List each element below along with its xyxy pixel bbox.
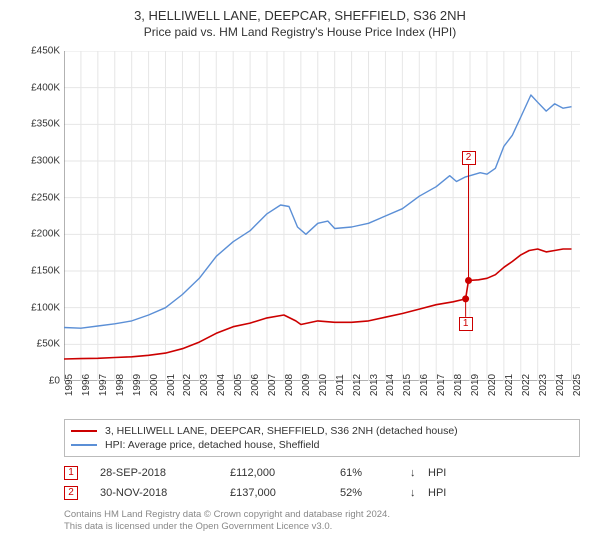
y-tick-label: £200K <box>16 229 60 240</box>
x-tick-label: 2013 <box>369 374 380 396</box>
x-tick-label: 2020 <box>487 374 498 396</box>
sale-change-pct: 52% <box>340 487 410 499</box>
legend-item: 3, HELLIWELL LANE, DEEPCAR, SHEFFIELD, S… <box>71 424 573 438</box>
chart-subtitle: Price paid vs. HM Land Registry's House … <box>16 25 584 39</box>
sale-price: £137,000 <box>230 487 340 499</box>
footer-line-2: This data is licensed under the Open Gov… <box>64 521 584 533</box>
chart-titles: 3, HELLIWELL LANE, DEEPCAR, SHEFFIELD, S… <box>16 8 584 39</box>
x-tick-label: 2005 <box>233 374 244 396</box>
x-tick-label: 2011 <box>335 374 346 396</box>
y-tick-label: £250K <box>16 192 60 203</box>
sale-hpi-label: HPI <box>428 467 580 479</box>
y-tick-label: £150K <box>16 266 60 277</box>
legend: 3, HELLIWELL LANE, DEEPCAR, SHEFFIELD, S… <box>64 419 580 457</box>
legend-item: HPI: Average price, detached house, Shef… <box>71 438 573 452</box>
x-tick-label: 2004 <box>216 374 227 396</box>
y-tick-label: £50K <box>16 339 60 350</box>
x-tick-label: 2002 <box>182 374 193 396</box>
x-tick-label: 1999 <box>132 374 143 396</box>
x-tick-label: 2018 <box>453 374 464 396</box>
x-tick-label: 1998 <box>115 374 126 396</box>
x-tick-label: 2015 <box>402 374 413 396</box>
x-tick-label: 2022 <box>521 374 532 396</box>
sale-change-pct: 61% <box>340 467 410 479</box>
x-tick-label: 2023 <box>538 374 549 396</box>
x-tick-label: 2019 <box>470 374 481 396</box>
chart-container: 3, HELLIWELL LANE, DEEPCAR, SHEFFIELD, S… <box>0 0 600 560</box>
x-tick-label: 2014 <box>385 374 396 396</box>
y-tick-label: £350K <box>16 119 60 130</box>
footer-attribution: Contains HM Land Registry data © Crown c… <box>64 509 584 534</box>
y-tick-label: £100K <box>16 302 60 313</box>
x-tick-label: 2021 <box>504 374 515 396</box>
y-axis: £0£50K£100K£150K£200K£250K£300K£350K£400… <box>16 51 62 381</box>
x-tick-label: 2006 <box>250 374 261 396</box>
sale-price: £112,000 <box>230 467 340 479</box>
legend-swatch <box>71 430 97 432</box>
x-tick-label: 2009 <box>301 374 312 396</box>
x-tick-label: 1995 <box>64 374 75 396</box>
sale-marker-label-1: 1 <box>459 317 473 331</box>
sale-number-box: 2 <box>64 486 78 500</box>
chart-title: 3, HELLIWELL LANE, DEEPCAR, SHEFFIELD, S… <box>16 8 584 23</box>
x-tick-label: 2008 <box>284 374 295 396</box>
sale-hpi-label: HPI <box>428 487 580 499</box>
x-tick-label: 2017 <box>436 374 447 396</box>
footer-line-1: Contains HM Land Registry data © Crown c… <box>64 509 584 521</box>
sale-row: 2 30-NOV-2018£137,00052%↓HPI <box>64 483 580 503</box>
plot-svg <box>64 51 580 381</box>
x-tick-label: 2010 <box>318 374 329 396</box>
legend-swatch <box>71 444 97 446</box>
chart-area: £0 £50K £100K £150K £200K £250K £300K £350K £400… <box>16 45 584 415</box>
legend-label: HPI: Average price, detached house, Shef… <box>105 439 319 451</box>
plot-area: 12 <box>64 51 580 381</box>
legend-label: 3, HELLIWELL LANE, DEEPCAR, SHEFFIELD, S… <box>105 425 458 437</box>
x-tick-label: 1996 <box>81 374 92 396</box>
sale-number-box: 1 <box>64 466 78 480</box>
down-arrow-icon: ↓ <box>410 487 428 499</box>
sale-marker-label-2: 2 <box>462 151 476 165</box>
x-tick-label: 2025 <box>572 374 583 396</box>
x-tick-label: 2016 <box>419 374 430 396</box>
sale-date: 30-NOV-2018 <box>100 487 230 499</box>
y-tick-label: £0 <box>16 376 60 387</box>
x-tick-label: 2007 <box>267 374 278 396</box>
x-tick-label: 2012 <box>352 374 363 396</box>
x-tick-label: 2024 <box>555 374 566 396</box>
y-tick-label: £400K <box>16 82 60 93</box>
x-tick-label: 1997 <box>98 374 109 396</box>
sale-date: 28-SEP-2018 <box>100 467 230 479</box>
x-axis: 1995199619971998199920002001200220032004… <box>64 383 580 413</box>
x-tick-label: 2003 <box>199 374 210 396</box>
y-tick-label: £300K <box>16 156 60 167</box>
down-arrow-icon: ↓ <box>410 467 428 479</box>
y-tick-label: £450K <box>16 46 60 57</box>
x-tick-label: 2000 <box>149 374 160 396</box>
sales-table: 1 28-SEP-2018£112,00061%↓HPI 2 30-NOV-2018£… <box>64 463 580 503</box>
x-tick-label: 2001 <box>166 374 177 396</box>
sale-row: 1 28-SEP-2018£112,00061%↓HPI <box>64 463 580 483</box>
